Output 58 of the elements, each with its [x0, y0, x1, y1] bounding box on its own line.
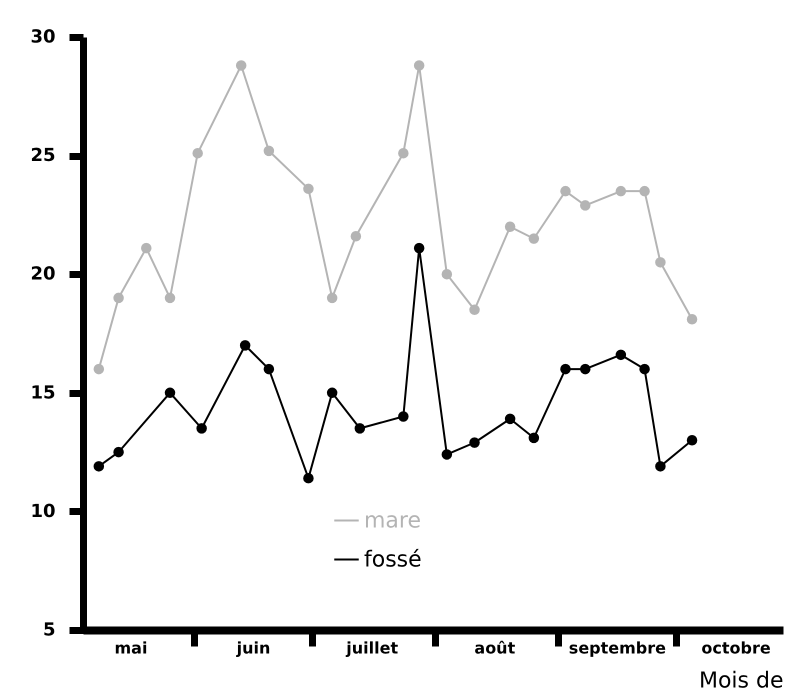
point — [326, 388, 338, 398]
point — [398, 148, 409, 158]
point — [504, 222, 516, 232]
point — [264, 364, 274, 374]
point — [686, 435, 698, 446]
point — [264, 146, 274, 156]
x-tick-label: septembre — [568, 638, 666, 658]
point — [469, 304, 480, 316]
y-tick-label: 5 — [42, 620, 56, 640]
point — [469, 437, 480, 448]
point — [398, 411, 409, 422]
point — [113, 446, 124, 458]
point — [655, 461, 666, 472]
point — [303, 472, 314, 484]
point — [442, 268, 452, 280]
x-axis-title: Mois de — [698, 668, 784, 694]
point — [94, 461, 104, 472]
legend-label: mare — [364, 508, 422, 534]
point — [141, 242, 152, 254]
point — [164, 292, 176, 304]
point — [94, 364, 104, 374]
point — [560, 186, 571, 196]
point — [196, 423, 207, 434]
point — [164, 388, 176, 398]
y-tick-label: 10 — [30, 500, 56, 522]
point — [442, 449, 452, 460]
y-tick-label: 15 — [30, 382, 56, 404]
point — [414, 242, 424, 254]
x-tick-label: octobre — [701, 638, 771, 658]
point — [350, 231, 362, 242]
point — [686, 314, 698, 324]
point — [528, 233, 540, 244]
point — [560, 364, 571, 374]
x-tick-label: juin — [236, 638, 270, 658]
point — [354, 423, 366, 434]
point — [326, 292, 338, 304]
point — [639, 364, 650, 374]
point — [580, 200, 591, 211]
point — [616, 186, 626, 196]
x-tick-label: juillet — [345, 638, 398, 658]
point — [236, 60, 246, 71]
point — [580, 364, 591, 374]
point — [504, 414, 516, 424]
x-tick-label: août — [474, 638, 516, 658]
y-tick-label: 25 — [30, 145, 56, 166]
point — [192, 148, 203, 158]
point — [616, 350, 626, 360]
legend-label: fossé — [364, 548, 422, 572]
point — [639, 186, 650, 196]
x-tick-label: mai — [114, 638, 148, 658]
point — [240, 340, 250, 351]
point — [113, 292, 124, 304]
y-tick-label: 20 — [30, 264, 56, 285]
point — [303, 184, 314, 194]
y-tick-label: 30 — [30, 26, 56, 48]
point — [414, 60, 424, 71]
point — [528, 432, 540, 444]
point — [655, 257, 666, 268]
